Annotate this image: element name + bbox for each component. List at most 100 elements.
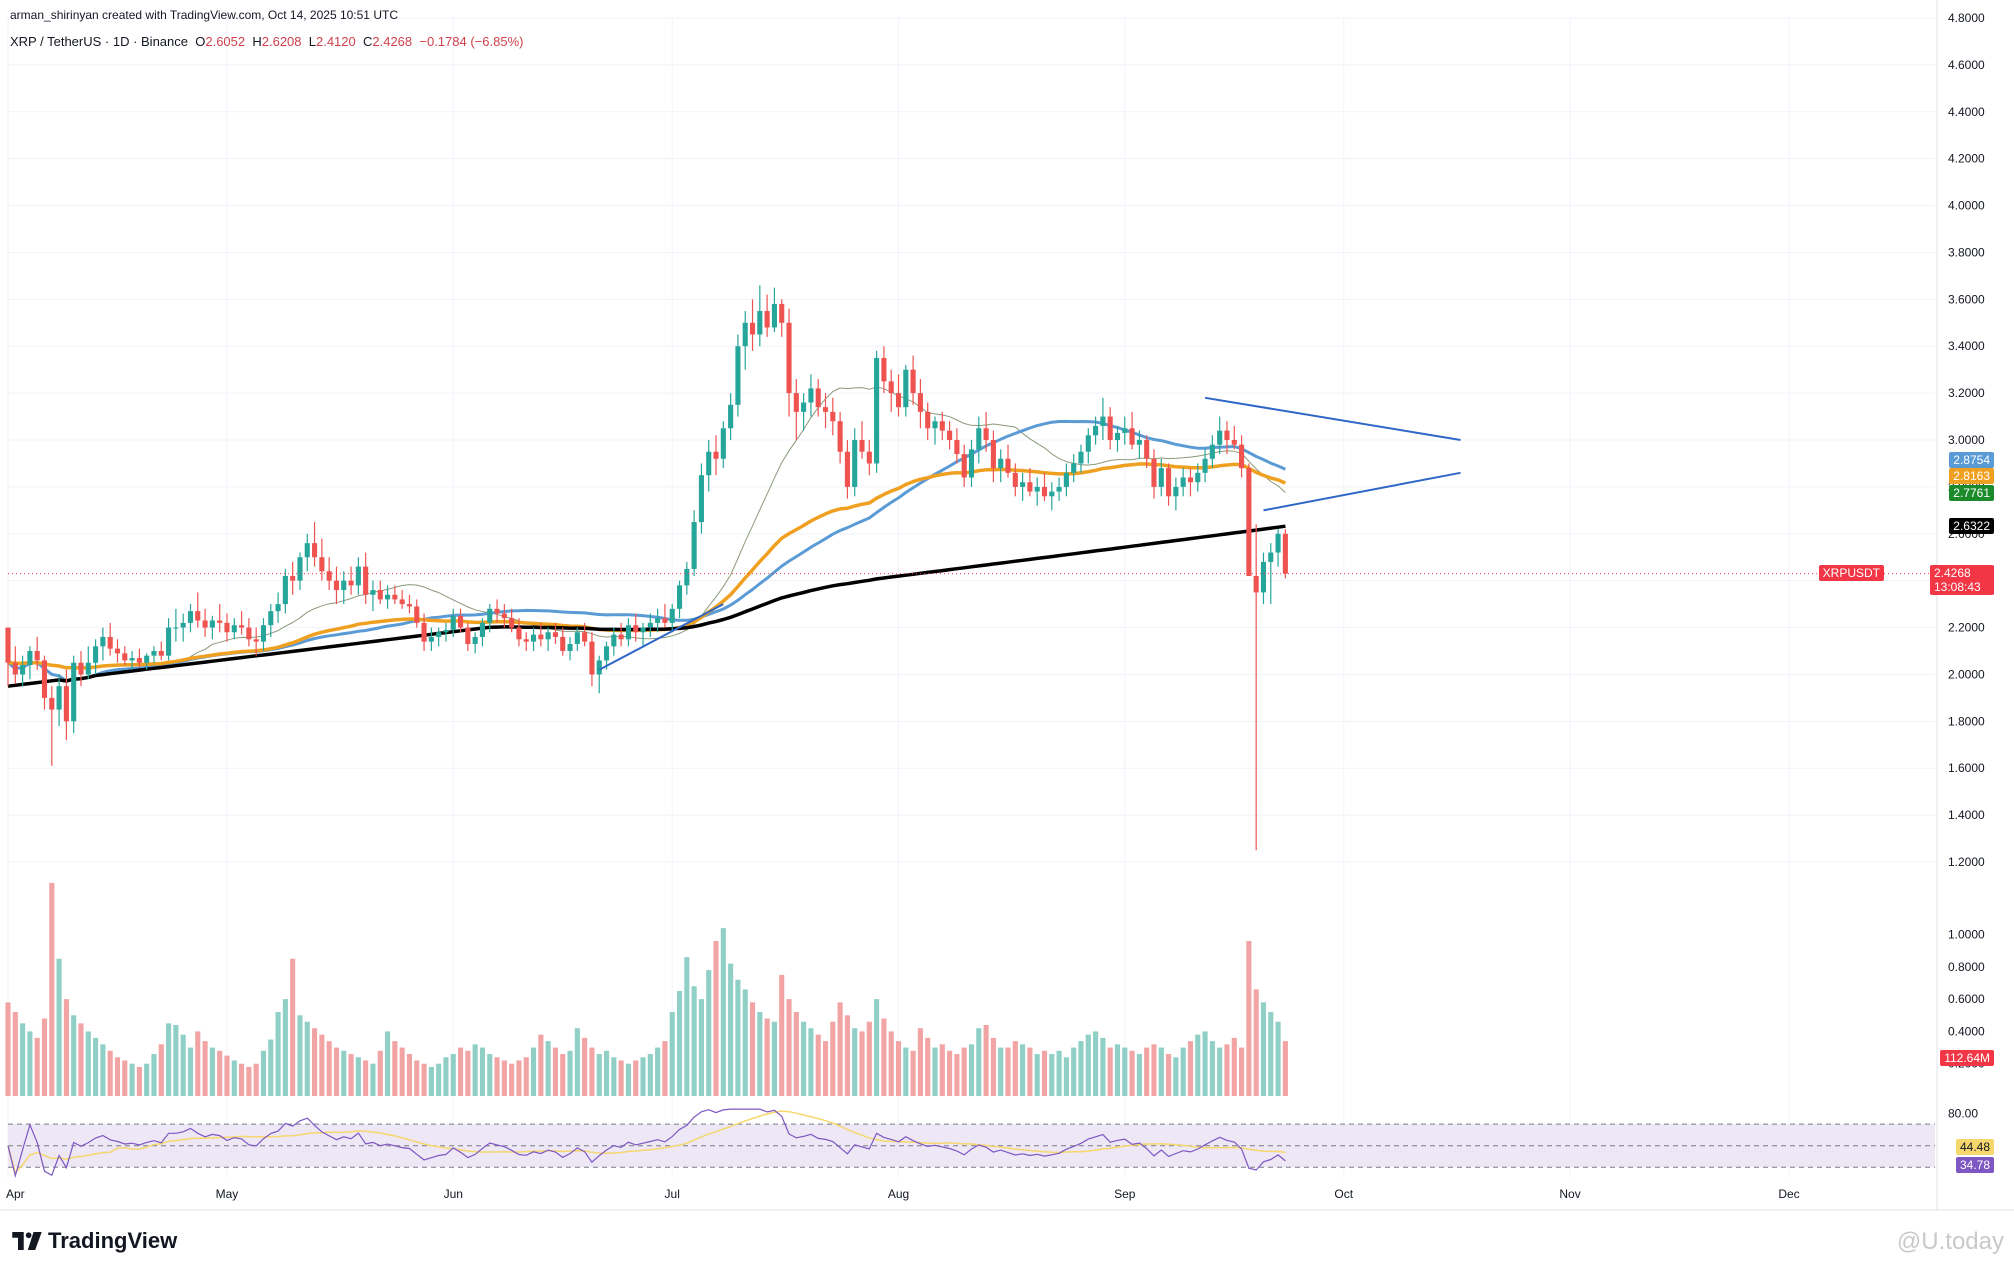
volume-bar	[501, 1060, 507, 1096]
candle-body	[304, 543, 310, 558]
candle-body	[582, 632, 588, 642]
volume-bar	[1202, 1031, 1208, 1096]
candle	[706, 440, 712, 492]
candle-body	[450, 615, 456, 630]
candle	[560, 627, 566, 656]
candle	[742, 311, 748, 370]
candle-body	[910, 369, 916, 394]
high-value: 2.6208	[261, 34, 302, 49]
candle	[355, 557, 361, 595]
candle-body	[574, 632, 580, 644]
ma-thin-line	[7, 386, 1286, 682]
candle-body	[195, 611, 201, 621]
candle	[290, 561, 296, 595]
candle	[516, 618, 522, 647]
volume-bar	[735, 979, 741, 1096]
volume-bar	[355, 1057, 361, 1096]
candle-body	[421, 622, 427, 642]
candle-body	[603, 646, 610, 661]
last-price-value: 2.4268	[1934, 566, 1971, 580]
volume-bar	[771, 1021, 777, 1096]
candle	[85, 646, 91, 680]
volume-bar	[1268, 1012, 1274, 1096]
volume-bar	[611, 1057, 617, 1096]
x-tick-label-1: May	[216, 1187, 239, 1201]
candle-body	[56, 686, 62, 710]
close-value: 2.4268	[372, 34, 413, 49]
candle-body	[1012, 472, 1018, 487]
volume-bar	[399, 1047, 405, 1096]
candle	[1268, 543, 1274, 605]
candle-body	[1224, 430, 1230, 440]
volume-bar	[406, 1054, 413, 1096]
candle-body	[786, 322, 792, 394]
volume-bar	[1253, 989, 1259, 1096]
volume-bar	[85, 1031, 91, 1096]
candle-body	[1231, 440, 1237, 445]
volume-bar	[312, 1028, 318, 1096]
candle	[691, 510, 697, 576]
ma-green-tag: 2.7761	[1949, 485, 1994, 501]
candle-body	[932, 421, 938, 429]
candle	[260, 618, 267, 651]
volume-bar	[1180, 1047, 1186, 1096]
candle	[917, 379, 923, 429]
candle	[552, 622, 558, 644]
candle-body	[1063, 472, 1069, 487]
volume-bar	[1282, 1041, 1288, 1096]
volume-bar	[494, 1057, 500, 1096]
candle	[779, 299, 785, 337]
volume-bar	[567, 1050, 573, 1096]
candle-body	[618, 634, 624, 640]
change-value: −0.1784 (−6.85%)	[419, 34, 524, 49]
volume-bar	[990, 1037, 996, 1096]
volume-bar	[983, 1024, 989, 1096]
y-tick-label-17: 4.6000	[1948, 58, 1985, 72]
y-tick-label-11: 3.4000	[1948, 339, 1985, 353]
candle-body	[1202, 458, 1208, 473]
volume-bar	[596, 1054, 602, 1096]
volume-bar	[655, 1047, 661, 1096]
y-tick-label-16: 4.4000	[1948, 105, 1985, 119]
candle-body	[954, 440, 960, 455]
volume-bar	[545, 1041, 551, 1096]
volume-bar	[903, 1047, 909, 1096]
candle-body	[669, 608, 675, 623]
volume-bar	[647, 1054, 653, 1096]
volume-bar	[78, 1023, 84, 1096]
volume-bar	[764, 1018, 770, 1096]
candle	[801, 393, 807, 431]
volume-bar	[443, 1057, 449, 1096]
candle	[41, 655, 48, 710]
candle-body	[735, 346, 741, 405]
volume-bar	[93, 1037, 99, 1096]
volume-bar	[129, 1063, 135, 1096]
candle-body	[85, 662, 91, 675]
candle-body	[348, 580, 354, 586]
tradingview-logo[interactable]: TradingView	[12, 1228, 177, 1254]
candle	[530, 627, 537, 651]
volume-bar	[808, 1028, 814, 1096]
candle-body	[903, 369, 909, 408]
x-tick-label-7: Nov	[1559, 1187, 1580, 1201]
candle	[151, 646, 157, 663]
candle-body	[545, 632, 551, 640]
candle-body	[268, 611, 274, 626]
candle	[888, 369, 894, 412]
volume-bar	[749, 1002, 756, 1096]
volume-bar	[1166, 1054, 1172, 1096]
volume-bar	[290, 958, 296, 1096]
volume-bar	[1093, 1031, 1099, 1096]
symbol-name[interactable]: XRP / TetherUS · 1D · Binance	[10, 34, 188, 49]
candle	[793, 379, 799, 440]
volume-bar	[852, 1028, 858, 1096]
candle	[1166, 463, 1172, 506]
candle	[647, 613, 653, 637]
volume-bar	[34, 1037, 40, 1096]
last-price-symbol: XRPUSDT	[1818, 565, 1884, 581]
volume-bar	[888, 1031, 894, 1096]
candle	[1049, 482, 1055, 511]
candle	[1224, 421, 1230, 455]
volume-bar	[1136, 1054, 1142, 1096]
